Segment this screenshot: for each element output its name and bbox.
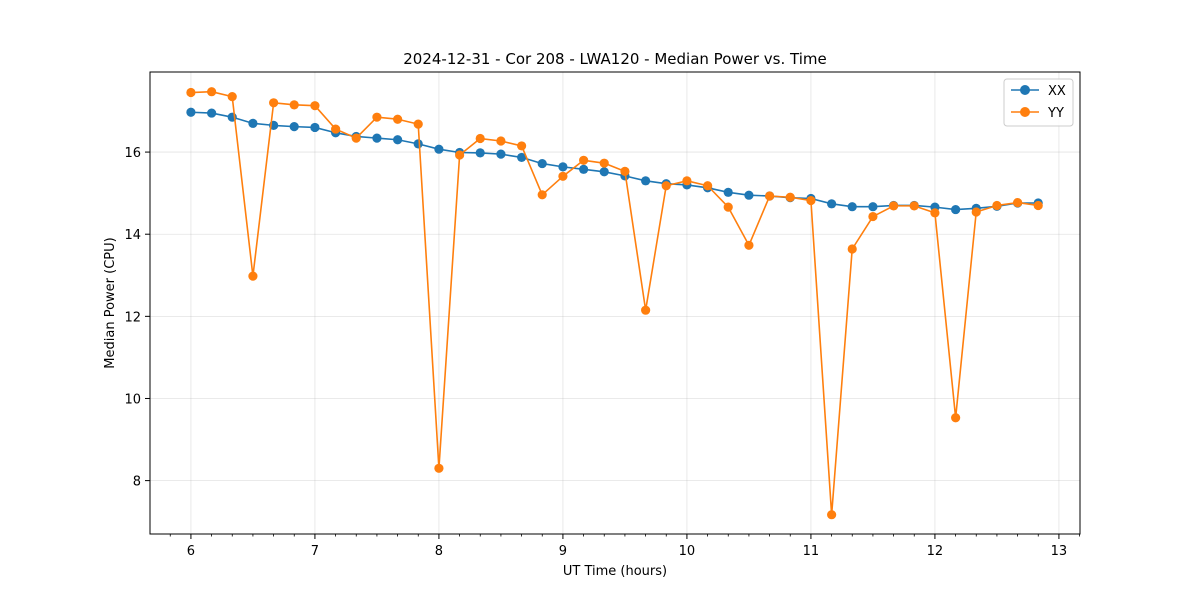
y-axis-label: Median Power (CPU) bbox=[103, 237, 118, 368]
data-point-xx bbox=[310, 122, 320, 133]
data-point-yy bbox=[207, 87, 217, 97]
data-point-yy bbox=[806, 195, 816, 206]
data-point-xx bbox=[558, 162, 568, 172]
data-point-yy bbox=[765, 191, 775, 201]
x-axis: 6 7 8 9 10 11 12 13 bbox=[169, 534, 1080, 559]
data-point-xx bbox=[744, 190, 754, 200]
series-layer bbox=[186, 87, 1043, 520]
y-tick-label: 16 bbox=[124, 146, 141, 161]
data-point-yy bbox=[434, 463, 444, 473]
data-point-yy bbox=[455, 150, 465, 160]
data-point-xx bbox=[413, 139, 423, 149]
data-point-yy bbox=[620, 166, 630, 176]
data-point-yy bbox=[537, 190, 547, 200]
data-point-yy bbox=[186, 87, 196, 98]
data-point-yy bbox=[1033, 200, 1043, 211]
x-tick-label: 13 bbox=[1051, 544, 1068, 559]
data-point-yy bbox=[827, 510, 837, 520]
data-point-yy bbox=[723, 202, 733, 212]
data-point-yy bbox=[248, 271, 258, 281]
data-point-yy bbox=[930, 208, 940, 218]
data-point-yy bbox=[868, 211, 878, 222]
x-tick-label: 12 bbox=[927, 544, 944, 559]
legend-label-yy: YY bbox=[1047, 106, 1064, 121]
data-point-yy bbox=[558, 171, 568, 181]
data-point-yy bbox=[992, 200, 1002, 211]
legend-label-xx: XX bbox=[1048, 84, 1066, 99]
legend-marker-yy bbox=[1020, 107, 1030, 117]
data-point-yy bbox=[351, 133, 361, 143]
data-point-yy bbox=[496, 136, 506, 146]
data-point-yy bbox=[847, 244, 857, 254]
data-point-yy bbox=[269, 98, 279, 108]
data-point-xx bbox=[951, 204, 961, 215]
data-point-xx bbox=[537, 158, 547, 169]
data-point-yy bbox=[661, 181, 671, 191]
data-point-yy bbox=[951, 413, 961, 423]
data-point-yy bbox=[310, 101, 320, 111]
data-point-xx bbox=[248, 118, 258, 128]
data-point-xx bbox=[186, 107, 196, 117]
x-tick-label: 6 bbox=[187, 544, 195, 559]
data-point-yy bbox=[703, 181, 713, 191]
data-point-yy bbox=[682, 176, 692, 186]
chart-title: 2024-12-31 - Cor 208 - LWA120 - Median P… bbox=[403, 50, 827, 68]
data-point-yy bbox=[909, 201, 919, 211]
legend-marker-xx bbox=[1020, 85, 1030, 95]
data-point-yy bbox=[889, 201, 899, 211]
data-point-xx bbox=[723, 187, 733, 197]
data-point-xx bbox=[496, 149, 506, 159]
plot-frame bbox=[149, 71, 1081, 535]
data-point-yy bbox=[599, 158, 609, 168]
data-point-xx bbox=[475, 148, 485, 158]
data-point-yy bbox=[475, 133, 485, 144]
x-axis-label: UT Time (hours) bbox=[563, 564, 667, 579]
data-point-xx bbox=[579, 164, 589, 174]
data-point-yy bbox=[372, 112, 382, 122]
data-point-yy bbox=[517, 141, 527, 151]
data-point-xx bbox=[393, 135, 403, 145]
data-point-yy bbox=[1013, 197, 1023, 208]
data-point-xx bbox=[641, 176, 651, 186]
data-point-xx bbox=[207, 108, 217, 118]
x-tick-label: 11 bbox=[803, 544, 820, 559]
data-point-yy bbox=[413, 119, 423, 129]
data-point-yy bbox=[641, 305, 651, 315]
y-tick-label: 14 bbox=[124, 228, 141, 243]
y-tick-label: 12 bbox=[124, 310, 141, 325]
y-tick-label: 10 bbox=[124, 392, 141, 407]
x-tick-label: 10 bbox=[679, 544, 696, 559]
data-point-yy bbox=[393, 114, 403, 124]
data-point-yy bbox=[785, 192, 795, 202]
data-point-yy bbox=[289, 100, 299, 110]
data-point-xx bbox=[517, 152, 527, 163]
y-tick-label: 8 bbox=[133, 475, 141, 490]
data-point-xx bbox=[289, 122, 299, 132]
x-tick-label: 8 bbox=[435, 544, 443, 559]
data-point-yy bbox=[331, 124, 341, 134]
data-point-xx bbox=[847, 202, 857, 212]
data-point-xx bbox=[434, 144, 444, 154]
data-point-xx bbox=[372, 133, 382, 143]
data-point-yy bbox=[971, 207, 981, 217]
data-point-yy bbox=[579, 155, 589, 165]
series-yy bbox=[186, 87, 1043, 520]
data-point-yy bbox=[744, 240, 754, 250]
data-point-xx bbox=[827, 199, 837, 209]
data-point-yy bbox=[227, 92, 237, 102]
x-tick-label: 9 bbox=[559, 544, 567, 559]
data-point-xx bbox=[599, 167, 609, 177]
x-tick-label: 7 bbox=[311, 544, 319, 559]
y-axis: 8 10 12 14 16 bbox=[124, 146, 150, 490]
data-point-xx bbox=[868, 202, 878, 212]
legend: XX YY bbox=[1003, 78, 1074, 127]
